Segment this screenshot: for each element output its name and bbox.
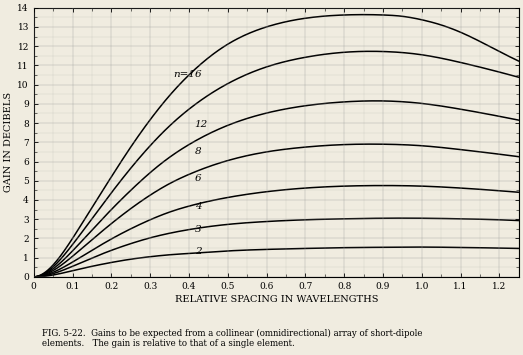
Text: 8: 8 xyxy=(195,147,201,157)
Text: 6: 6 xyxy=(195,174,201,183)
X-axis label: RELATIVE SPACING IN WAVELENGTHS: RELATIVE SPACING IN WAVELENGTHS xyxy=(175,295,378,304)
Text: n=16: n=16 xyxy=(174,70,202,78)
Text: 4: 4 xyxy=(195,202,201,211)
Text: 12: 12 xyxy=(195,120,208,130)
Text: 2: 2 xyxy=(195,247,201,256)
Y-axis label: GAIN IN DECIBELS: GAIN IN DECIBELS xyxy=(4,92,13,192)
Text: 3: 3 xyxy=(195,225,201,234)
Text: FIG. 5-22.  Gains to be expected from a collinear (omnidirectional) array of sho: FIG. 5-22. Gains to be expected from a c… xyxy=(42,328,423,348)
